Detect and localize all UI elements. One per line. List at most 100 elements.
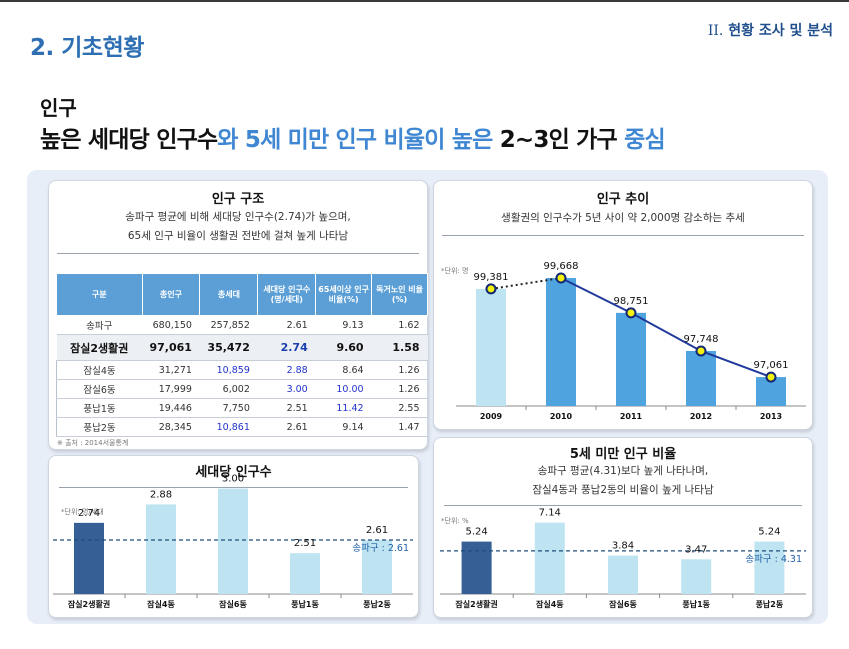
bar <box>616 312 646 406</box>
household-title: 세대당 인구수 <box>195 465 272 480</box>
headline-part-5: 중심 <box>624 127 666 153</box>
cell-per: 2.61 <box>257 417 316 437</box>
bar <box>686 350 716 406</box>
structure-title: 인구 구조 <box>211 192 265 207</box>
header-cell: 총세대 <box>199 273 259 316</box>
data-label: 5.24 <box>465 527 487 538</box>
cell-per: 2.61 <box>257 315 316 335</box>
x-tick-label: 잠실4동 <box>536 599 564 609</box>
table-row-highlight: 잠실2생활권 97,061 35,472 2.74 9.60 1.58 <box>56 334 428 361</box>
trend-marker <box>485 283 497 295</box>
trend-subtitle: 생활권의 인구수가 5년 사이 약 2,000명 감소하는 추세 <box>501 212 745 224</box>
bar <box>754 541 785 594</box>
bar <box>681 559 712 594</box>
under5-card: 5세 미만 인구 비율 송파구 평균(4.31)보다 높게 나타나며, 잠실4동… <box>433 437 813 618</box>
structure-desc-2: 65세 인구 비율이 생활권 전반에 걸쳐 높게 나타남 <box>127 230 349 242</box>
under5-title: 5세 미만 인구 비율 <box>569 447 677 462</box>
bar <box>608 555 638 594</box>
under5-chart: *단위: % 잠실2생활권 잠실4동 잠실6동 풍납1동 풍납2동 송파구 : 4.31 5.… <box>440 508 806 609</box>
cell-hh: 257,852 <box>199 315 258 335</box>
row-name: 잠실2생활권 <box>56 334 142 361</box>
unit-label: *단위: 명 <box>441 266 468 275</box>
cell-alone: 1.26 <box>371 360 428 380</box>
chapter-label: II. 현황 조사 및 분석 <box>708 20 833 40</box>
cell-elder: 9.14 <box>315 417 372 437</box>
bar <box>461 541 492 594</box>
data-label: 2.88 <box>150 489 172 500</box>
section-title: 2. 기초현황 <box>30 35 144 61</box>
x-tick-label: 잠실6동 <box>609 599 637 609</box>
structure-rule <box>57 253 419 254</box>
cell-hh: 35,472 <box>199 334 258 361</box>
x-tick-label: 풍납2동 <box>756 599 784 609</box>
table-source: ※ 출처 : 2014서울통계 <box>57 439 129 447</box>
cell-pop: 680,150 <box>142 315 200 335</box>
bar <box>218 488 248 594</box>
trend-title: 인구 추이 <box>596 192 650 207</box>
cell-elder: 9.60 <box>315 334 372 361</box>
cell-pop: 19,446 <box>142 398 200 418</box>
x-tick-label: 풍납1동 <box>291 599 319 609</box>
row-name: 잠실6동 <box>56 379 142 399</box>
average-label: 송파구 : 4.31 <box>745 554 802 565</box>
trend-line-dotted <box>490 277 562 290</box>
average-label: 송파구 : 2.61 <box>352 543 409 554</box>
unit-label: *단위: 명/세대 <box>61 507 104 516</box>
household-card: 세대당 인구수 *단위: 명/세대 잠실2생활권 잠실4동 잠실6동 풍납1동 풍납2동 송… <box>48 455 419 618</box>
x-tick-label: 2011 <box>620 412 643 421</box>
cell-alone: 1.47 <box>371 417 428 437</box>
headline-part-3: 비율이 높은 <box>383 127 494 153</box>
table-row: 풍납1동 19,446 7,750 2.51 11.42 2.55 <box>56 398 428 418</box>
header-cell: 세대당 인구수 (명/세대) <box>257 273 317 316</box>
data-label: 2.74 <box>78 508 100 519</box>
under5-subtitle-1: 송파구 평균(4.31)보다 높게 나타나며, <box>537 465 709 477</box>
cell-pop: 31,271 <box>142 360 200 380</box>
data-label: 99,381 <box>474 272 509 283</box>
data-label: 3.47 <box>685 544 707 555</box>
table-header-row: 구분 총인구 총세대 세대당 인구수 (명/세대) 65세이상 인구비율(%) … <box>56 273 428 316</box>
data-label: 99,668 <box>544 261 579 272</box>
header-cell: 독거노인 비율(%) <box>371 273 428 316</box>
header-cell: 총인구 <box>141 273 201 316</box>
cell-alone: 2.55 <box>371 398 428 418</box>
table-row: 잠실4동 31,271 10,859 2.88 8.64 1.26 <box>56 360 428 380</box>
trend-line <box>560 277 772 379</box>
row-name: 풍납1동 <box>56 398 142 418</box>
data-label: 98,751 <box>614 296 649 307</box>
unit-label: *단위: % <box>441 516 469 525</box>
cell-elder: 10.00 <box>315 379 372 399</box>
cell-hh: 10,859 <box>199 360 258 380</box>
trend-marker <box>555 272 567 284</box>
x-tick-label: 2010 <box>550 412 573 421</box>
cell-hh: 7,750 <box>199 398 258 418</box>
headline-part-2: 와 5세 미만 인구 <box>217 127 384 153</box>
cell-pop: 28,345 <box>142 417 200 437</box>
headline: 높은 세대당 인구수와 5세 미만 인구 비율이 높은 2~3인 가구 중심 <box>40 120 666 154</box>
cell-alone: 1.62 <box>371 315 428 335</box>
data-label: 7.14 <box>539 508 561 519</box>
x-tick-label: 2009 <box>480 412 503 421</box>
under5-subtitle-2: 잠실4동과 풍납2동의 비율이 높게 나타남 <box>532 484 714 496</box>
cell-alone: 1.58 <box>371 334 428 361</box>
trend-marker <box>625 307 637 319</box>
cell-alone: 1.26 <box>371 379 428 399</box>
cell-hh: 6,002 <box>199 379 258 399</box>
structure-desc-1: 송파구 평균에 비해 세대당 인구수(2.74)가 높으며, <box>125 211 351 223</box>
x-tick-label: 풍납2동 <box>363 599 391 609</box>
bar <box>290 553 320 594</box>
x-tick-label: 2013 <box>760 412 782 421</box>
data-label: 97,748 <box>684 334 719 345</box>
bar <box>362 539 392 594</box>
cell-per: 2.88 <box>257 360 316 380</box>
x-tick-label: 잠실2생활권 <box>68 599 110 609</box>
cell-per: 2.51 <box>257 398 316 418</box>
structure-card: 인구 구조 송파구 평균에 비해 세대당 인구수(2.74)가 높으며, 65세… <box>48 180 428 450</box>
data-label: 2.61 <box>366 525 388 536</box>
x-tick-label: 잠실2생활권 <box>455 599 497 609</box>
trend-rule <box>442 235 804 236</box>
under5-rule <box>444 505 802 506</box>
bar <box>74 522 104 594</box>
bar <box>146 504 176 594</box>
cell-elder: 11.42 <box>315 398 372 418</box>
x-tick-label: 2012 <box>690 412 712 421</box>
